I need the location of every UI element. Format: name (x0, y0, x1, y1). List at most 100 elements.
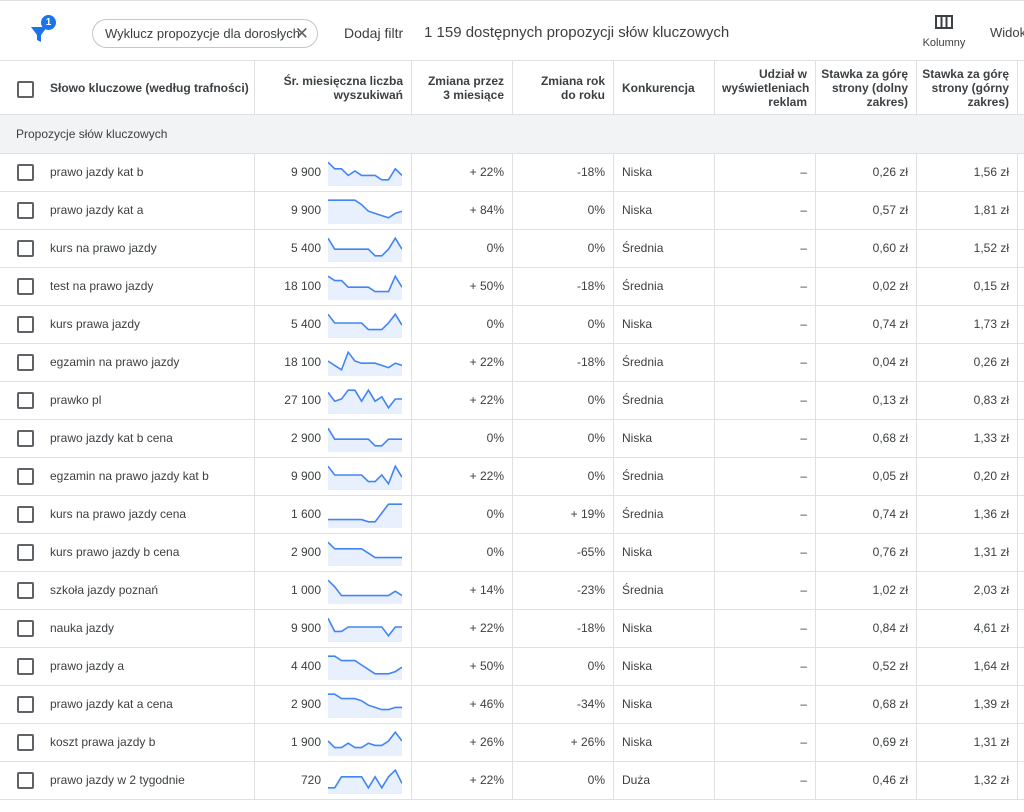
row-checkbox[interactable] (17, 240, 34, 257)
table-row[interactable]: egzamin na prawo jazdy kat b 9 900 + 22% 0%… (0, 458, 1024, 496)
header-impression-share-label: Udział w wyświetleniach reklam (722, 66, 810, 109)
change-yoy-cell: -23% (513, 572, 614, 609)
table-row[interactable]: kurs prawo jazdy b cena 2 900 0% -65% Niska –… (0, 534, 1024, 572)
impression-share-cell: – (715, 268, 816, 305)
row-checkbox[interactable] (17, 772, 34, 789)
filter-count-badge: 1 (41, 15, 56, 30)
table-row[interactable]: szkoła jazdy poznań 1 000 + 14% -23% Średnia… (0, 572, 1024, 610)
header-keyword[interactable]: Słowo kluczowe (według trafności) (0, 61, 255, 114)
row-checkbox[interactable] (17, 658, 34, 675)
keyword-text[interactable]: szkoła jazdy poznań (50, 583, 159, 597)
keyword-text[interactable]: prawo jazdy kat a cena (50, 697, 173, 711)
keyword-text[interactable]: egzamin na prawo jazdy (50, 355, 180, 369)
keyword-cell: test na prawo jazdy (0, 268, 255, 305)
keyword-text[interactable]: prawo jazdy kat b cena (50, 431, 173, 445)
row-checkbox[interactable] (17, 582, 34, 599)
change-yoy-cell: 0% (513, 458, 614, 495)
row-checkbox[interactable] (17, 468, 34, 485)
competition-cell: Niska (614, 420, 715, 457)
keyword-text[interactable]: prawo jazdy kat a (50, 203, 144, 217)
sparkline-area (328, 770, 402, 794)
avg-searches-cell: 18 100 (255, 268, 412, 305)
trend-sparkline (328, 768, 402, 794)
table-row[interactable]: prawo jazdy a 4 400 + 50% 0% Niska –0,52 zł 1,… (0, 648, 1024, 686)
columns-button[interactable]: Kolumny (914, 15, 974, 49)
table-row[interactable]: test na prawo jazdy 18 100 + 50% -18% Średni… (0, 268, 1024, 306)
keyword-text[interactable]: kurs na prawo jazdy (50, 241, 157, 255)
table-row[interactable]: prawo jazdy kat b 9 900 + 22% -18% Niska –0,2… (0, 154, 1024, 192)
keyword-text[interactable]: koszt prawa jazdy b (50, 735, 156, 749)
table-row[interactable]: nauka jazdy 9 900 + 22% -18% Niska –0,84 zł 4,… (0, 610, 1024, 648)
close-icon[interactable]: ✕ (294, 24, 309, 43)
view-button[interactable]: Widok (990, 25, 1024, 40)
bid-low-cell: 0,26 zł (816, 154, 917, 191)
row-checkbox[interactable] (17, 430, 34, 447)
header-change-3m-label: Zmiana przez 3 miesiące (427, 73, 504, 102)
header-change-yoy[interactable]: Zmiana rok do roku (513, 61, 614, 114)
table-row[interactable]: kurs na prawo jazdy 5 400 0% 0% Średnia –0,60… (0, 230, 1024, 268)
keyword-text[interactable]: prawo jazdy w 2 tygodnie (50, 773, 185, 787)
select-all-checkbox[interactable] (17, 81, 34, 98)
row-checkbox[interactable] (17, 620, 34, 637)
table-row[interactable]: kurs na prawo jazdy cena 1 600 0% + 19% Śred… (0, 496, 1024, 534)
table-row[interactable]: egzamin na prawo jazdy 18 100 + 22% -18% Śre… (0, 344, 1024, 382)
keyword-cell: egzamin na prawo jazdy kat b (0, 458, 255, 495)
row-checkbox[interactable] (17, 734, 34, 751)
group-header: Propozycje słów kluczowych (0, 115, 1024, 154)
row-checkbox[interactable] (17, 354, 34, 371)
row-checkbox[interactable] (17, 202, 34, 219)
header-bid-high[interactable]: Stawka za górę strony (górny zakres) (917, 61, 1018, 114)
table-row[interactable]: kurs prawa jazdy 5 400 0% 0% Niska –0,74 zł 1,… (0, 306, 1024, 344)
sparkline-area (328, 314, 402, 338)
table-row[interactable]: prawo jazdy w 2 tygodnie 720 + 22% 0% Duża –0… (0, 762, 1024, 800)
keyword-text[interactable]: prawo jazdy kat b (50, 165, 144, 179)
table-row[interactable]: prawko pl 27 100 + 22% 0% Średnia –0,13 zł 0,8… (0, 382, 1024, 420)
keyword-text[interactable]: kurs prawa jazdy (50, 317, 141, 331)
volume-value: 18 100 (284, 355, 321, 369)
header-avg-searches[interactable]: Śr. miesięczna liczba wyszukiwań (255, 61, 412, 114)
bid-high-cell: 1,31 zł (917, 534, 1018, 571)
row-checkbox[interactable] (17, 392, 34, 409)
sparkline-line (328, 541, 402, 559)
keyword-text[interactable]: prawko pl (50, 393, 102, 407)
keyword-cell: kurs prawa jazdy (0, 306, 255, 343)
columns-icon (935, 15, 953, 29)
row-checkbox[interactable] (17, 696, 34, 713)
impression-share-cell: – (715, 154, 816, 191)
row-checkbox[interactable] (17, 506, 34, 523)
bid-low-cell: 0,05 zł (816, 458, 917, 495)
row-checkbox[interactable] (17, 316, 34, 333)
keyword-text[interactable]: nauka jazdy (50, 621, 115, 635)
table-row[interactable]: prawo jazdy kat a cena 2 900 + 46% -34% Nisk… (0, 686, 1024, 724)
row-checkbox[interactable] (17, 164, 34, 181)
keyword-text[interactable]: test na prawo jazdy (50, 279, 154, 293)
keyword-text[interactable]: kurs prawo jazdy b cena (50, 545, 180, 559)
change-yoy-cell: -34% (513, 686, 614, 723)
competition-cell: Niska (614, 724, 715, 761)
bid-low-cell: 0,68 zł (816, 686, 917, 723)
keyword-text[interactable]: egzamin na prawo jazdy kat b (50, 469, 209, 483)
header-bid-low[interactable]: Stawka za górę strony (dolny zakres) (816, 61, 917, 114)
row-checkbox[interactable] (17, 544, 34, 561)
header-change-yoy-label: Zmiana rok do roku (540, 73, 605, 102)
keyword-text[interactable]: prawo jazdy a (50, 659, 125, 673)
filter-button[interactable]: 1 (28, 15, 58, 47)
change-3m-cell: + 22% (412, 610, 513, 647)
header-change-3m[interactable]: Zmiana przez 3 miesiące (412, 61, 513, 114)
trend-sparkline (328, 388, 402, 414)
volume-value: 2 900 (290, 545, 321, 559)
competition-cell: Średnia (614, 496, 715, 533)
header-competition[interactable]: Konkurencja (614, 61, 715, 114)
keyword-text[interactable]: kurs na prawo jazdy cena (50, 507, 187, 521)
table-row[interactable]: prawo jazdy kat b cena 2 900 0% 0% Niska –0,6… (0, 420, 1024, 458)
adult-filter-chip[interactable]: Wyklucz propozycje dla dorosłych ✕ (92, 19, 318, 48)
keyword-cell: prawko pl (0, 382, 255, 419)
change-3m-cell: + 22% (412, 382, 513, 419)
header-impression-share[interactable]: Udział w wyświetleniach reklam (715, 61, 816, 114)
competition-cell: Średnia (614, 572, 715, 609)
row-checkbox[interactable] (17, 278, 34, 295)
add-filter-button[interactable]: Dodaj filtr (344, 25, 404, 41)
keyword-cell: kurs na prawo jazdy (0, 230, 255, 267)
table-row[interactable]: prawo jazdy kat a 9 900 + 84% 0% Niska –0,57 … (0, 192, 1024, 230)
